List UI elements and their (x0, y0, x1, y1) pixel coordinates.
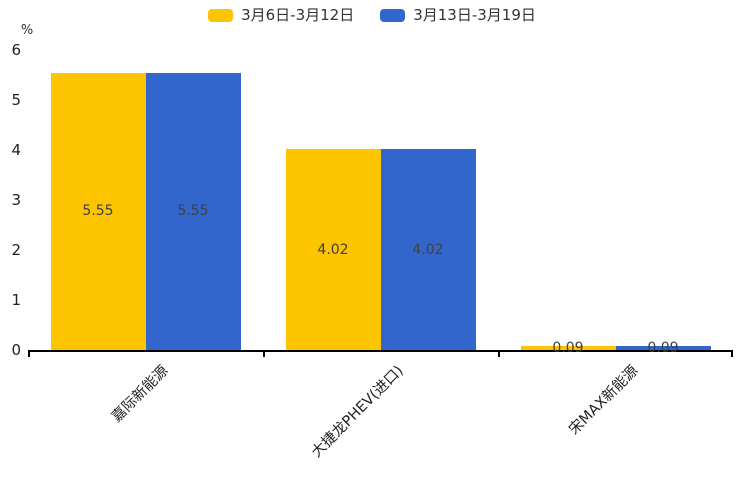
y-axis-tick-label: 1 (11, 291, 21, 309)
x-axis-category-label: 宋MAX新能源 (566, 362, 642, 439)
y-axis-unit-label: % (20, 23, 34, 38)
bar-series2-cat3[interactable] (615, 345, 711, 350)
y-axis-tick-label: 0 (11, 341, 21, 359)
y-axis-tick-label: 4 (11, 141, 21, 159)
x-axis-tick (731, 350, 733, 357)
bar-value-label: 0.09 (552, 339, 584, 356)
x-axis-category-label: 嘉际新能源 (109, 362, 172, 426)
y-axis-tick-label: 5 (11, 91, 21, 109)
legend-label-week2: 3月13日-3月19日 (413, 6, 536, 24)
bar-series2-cat1[interactable] (145, 72, 241, 350)
x-axis-tick (28, 350, 30, 357)
bar-series1-cat2[interactable] (285, 149, 381, 350)
bar-series1-cat3[interactable] (520, 345, 616, 350)
legend: 3月6日-3月12日 3月13日-3月19日 (0, 5, 744, 25)
legend-item-week1[interactable]: 3月6日-3月12日 (208, 5, 354, 25)
legend-swatch-week1 (208, 8, 234, 22)
bar-value-label: 4.02 (412, 241, 444, 258)
y-axis-tick-label: 3 (11, 191, 21, 209)
x-axis-category-label: 大捷龙PHEV(进口) (308, 362, 407, 461)
legend-label-week1: 3月6日-3月12日 (241, 6, 355, 24)
bar-value-label: 5.55 (177, 203, 209, 220)
bar-series1-cat1[interactable] (50, 72, 146, 350)
bar-series2-cat2[interactable] (380, 149, 476, 350)
legend-swatch-week2 (380, 8, 406, 22)
bar-value-label: 0.09 (647, 339, 679, 356)
x-axis-tick (263, 350, 265, 357)
bar-value-label: 5.55 (82, 203, 114, 220)
y-axis-tick-label: 2 (11, 241, 21, 259)
y-axis-tick-label: 6 (11, 41, 21, 59)
legend-item-week2[interactable]: 3月13日-3月19日 (380, 5, 536, 25)
x-axis-tick (498, 350, 500, 357)
plot-area: 5.55 5.55 嘉际新能源 4.02 4.02 大捷龙PHEV(进口) 0.09 0.09… (28, 50, 733, 461)
bar-value-label: 4.02 (317, 241, 349, 258)
